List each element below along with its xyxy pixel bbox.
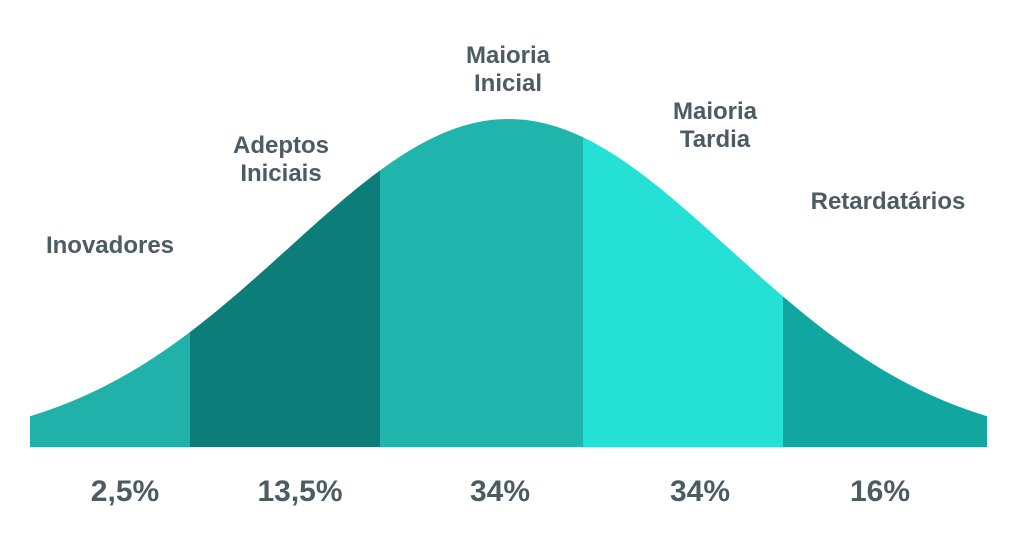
segment-label-late-majority: Maioria Tardia [605,98,825,153]
segment-label-early-majority: Maioria Inicial [398,42,618,97]
segment-percent-early-adopters: 13,5% [200,475,400,509]
segment-percent-early-majority: 34% [400,475,600,509]
segment-innovators [30,332,190,447]
segment-label-early-adopters: Adeptos Iniciais [171,132,391,187]
segment-late-majority [583,137,783,447]
segment-percent-laggards: 16% [780,475,980,509]
segment-laggards [783,296,987,447]
segment-label-laggards: Retardatários [778,188,998,216]
segment-percent-innovators: 2,5% [25,475,225,509]
segment-early-majority [380,119,583,447]
segment-label-innovators: Inovadores [0,232,220,260]
segment-percent-late-majority: 34% [600,475,800,509]
adoption-curve-chart: Inovadores 2,5% Adeptos Iniciais 13,5% Maior… [0,0,1017,555]
segment-early-adopters [190,170,380,447]
